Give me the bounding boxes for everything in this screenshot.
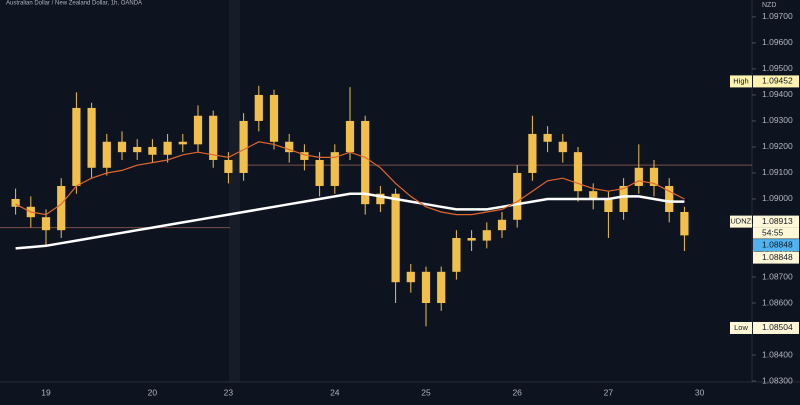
y-tick-label: 1.09600	[762, 37, 793, 47]
candle-body	[300, 152, 309, 160]
x-tick-label: 20	[148, 387, 158, 397]
x-tick-label: 23	[224, 387, 234, 397]
candle-body	[178, 141, 187, 145]
price-label-name-box	[730, 215, 752, 228]
price-label-box	[753, 239, 799, 252]
candle-body	[254, 94, 263, 121]
candle-body	[665, 185, 674, 212]
candle-body	[543, 133, 552, 142]
candle-body	[619, 185, 628, 212]
candle-body	[117, 141, 127, 153]
candle-body	[224, 159, 233, 173]
candle-body	[558, 141, 567, 153]
candle-body	[345, 120, 355, 153]
candle-body	[330, 152, 339, 186]
candle-body	[452, 237, 461, 272]
y-tick-label: 1.09500	[762, 63, 793, 73]
y-tick-label: 1.09200	[762, 141, 793, 151]
candle-body	[391, 193, 400, 283]
price-label: 1.09452	[762, 76, 793, 86]
chart-title: Australian Dollar / New Zealand Dollar, …	[6, 1, 142, 7]
price-label-name: AUDNZD	[725, 217, 757, 226]
price-label-name-box	[730, 321, 752, 334]
price-label-name: High	[733, 76, 748, 85]
candle-body	[376, 193, 385, 205]
candle-body	[634, 167, 643, 186]
candle-body	[482, 230, 491, 241]
countdown-box	[753, 227, 799, 239]
candle-body	[41, 217, 51, 231]
y-tick-label: 1.08300	[762, 375, 793, 385]
candle-body	[467, 237, 476, 241]
candle-body	[269, 94, 279, 142]
candle-body	[11, 198, 20, 207]
y-tick-label: 1.09000	[762, 193, 793, 203]
y-tick-label: 1.09100	[762, 167, 793, 177]
candle-body	[680, 211, 689, 236]
candle-body	[528, 133, 537, 173]
y-tick-label: 1.09400	[762, 89, 793, 99]
candle-body	[421, 271, 431, 304]
candle-body	[148, 146, 157, 155]
candle-body	[437, 271, 446, 304]
candle-body	[239, 120, 248, 173]
price-label: 1.08913	[762, 216, 793, 226]
x-tick-label: 25	[421, 387, 431, 397]
candle-body	[649, 167, 659, 186]
y-tick-label: 1.09300	[762, 115, 793, 125]
price-label-name: Low	[734, 323, 748, 332]
price-label-box	[753, 321, 799, 334]
candle-body	[361, 120, 370, 205]
price-label-name-box	[730, 75, 752, 88]
x-tick-label: 26	[512, 387, 522, 397]
candle-body	[513, 172, 522, 220]
candle-body	[406, 271, 415, 283]
candle-body	[87, 107, 96, 168]
price-label-box	[753, 215, 799, 228]
candle-body	[285, 141, 294, 153]
y-tick-label: 1.08700	[762, 271, 793, 281]
price-label-box	[753, 75, 799, 88]
x-tick-label: 30	[695, 387, 705, 397]
y-tick-label: 1.09700	[762, 11, 793, 21]
price-label: 1.08504	[762, 322, 793, 332]
candle-body	[604, 198, 613, 212]
price-label: 1.08848	[762, 252, 793, 262]
moving-average	[15, 192, 685, 250]
moving-average	[15, 141, 685, 216]
candle-body	[163, 141, 172, 155]
candle-body	[589, 191, 598, 199]
candle-body	[497, 219, 507, 231]
y-tick-label: 1.08400	[762, 349, 793, 359]
candle-body	[72, 107, 81, 186]
candle-body	[102, 141, 111, 168]
candle-body	[193, 115, 203, 145]
candle-body	[209, 115, 218, 160]
axis-unit: NZD	[762, 2, 776, 9]
x-tick-label: 24	[330, 387, 340, 397]
x-tick-label: 19	[41, 387, 51, 397]
session-band	[229, 0, 240, 382]
price-label: 1.08848	[762, 239, 793, 249]
x-tick-label: 27	[604, 387, 614, 397]
countdown: 54:55	[762, 227, 784, 237]
candle-body	[133, 146, 142, 153]
y-tick-label: 1.08600	[762, 297, 793, 307]
candle-body	[57, 185, 66, 231]
candle-body	[573, 152, 583, 192]
price-label-box	[753, 251, 799, 264]
candle-body	[315, 159, 324, 186]
